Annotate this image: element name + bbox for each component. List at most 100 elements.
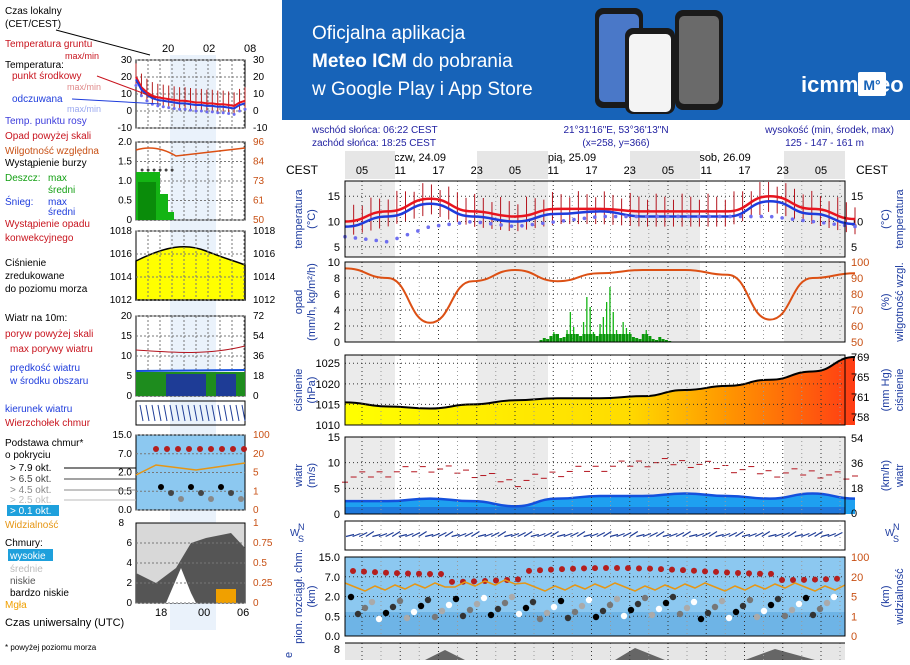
cb-cloud-base-dot <box>669 593 677 601</box>
cb-cloud-top-dot <box>350 568 356 574</box>
wdir-arrow <box>425 533 434 538</box>
press-tick-right: 769 <box>851 352 869 364</box>
cb-cloud-top-dot <box>537 567 543 574</box>
temp-dew-dot <box>457 221 462 225</box>
cb-cloud-top-dot <box>526 567 532 574</box>
legend-dew-dot <box>161 105 165 109</box>
legend-okt-0: > 7.9 okt. <box>10 463 51 474</box>
legend-wind-arrow <box>241 404 246 422</box>
cb-cloud-top-dot <box>834 575 840 582</box>
press-tick-right: 765 <box>851 372 869 384</box>
temp-dew-dot <box>676 214 680 219</box>
precip-rain-max-bar <box>606 302 608 342</box>
legend-dew-dot <box>238 109 242 113</box>
legend-tick-left: 2.0 <box>118 468 132 479</box>
legend-time-local-tick: 02 <box>203 43 215 55</box>
temp-dew-dot <box>488 221 493 226</box>
cb-cloud-base-dot <box>403 614 411 622</box>
wdir-arrow <box>391 530 401 538</box>
legend-time-local-tick: 20 <box>162 43 174 55</box>
legend-wind-arrow <box>223 404 228 422</box>
legend-storm-dot: ● <box>146 167 150 174</box>
legend-pointer <box>55 29 151 56</box>
temp-tick-right: 15 <box>851 191 863 203</box>
cb-panel-frame <box>344 556 846 637</box>
timeline-night-band <box>345 151 395 179</box>
legend-pressure-3: do poziomu morza <box>5 284 88 295</box>
info-coords: 21°31'16"E, 53°36'13"N <box>563 125 668 136</box>
cb-panel-label-right: widzialność <box>894 568 906 626</box>
precip-rain-avg-bar <box>565 334 569 342</box>
cb-cloud-top-dot <box>790 576 796 583</box>
cb-cloud-base-dot <box>830 593 838 601</box>
temp-dew-dot <box>540 221 545 226</box>
wdir-arrow <box>490 531 500 538</box>
cb-cloud-top-dot <box>493 577 499 584</box>
legend-tick-left: 0.5 <box>118 486 132 497</box>
timeline-tz-right: CEST <box>856 163 889 177</box>
timeline-hour: 05 <box>356 165 368 177</box>
cb-cloud-base-dot <box>781 612 789 620</box>
precip-rain-avg-bar <box>655 340 658 342</box>
precip-rain-avg-bar <box>569 334 573 342</box>
legend-dew-dot <box>243 107 247 111</box>
wdir-arrow <box>365 530 375 538</box>
cb-cloud-base-dot <box>620 612 628 620</box>
legend-rain-avg-label: średni <box>48 185 75 196</box>
wind-panel-label-right-unit: (km/h) <box>880 460 892 491</box>
temp-dew-dot <box>572 217 576 222</box>
press-panel-label-right-unit: (mm Hg) <box>880 369 892 412</box>
legend-wind-arrow <box>205 404 210 422</box>
precip-rain-avg-bar <box>631 337 635 342</box>
legend-tick-left: 7.0 <box>118 449 132 460</box>
info-sunset: zachód słońca: 18:25 CEST <box>312 138 436 149</box>
legend-wind-arrow <box>157 404 162 422</box>
cb-cloud-base-dot <box>501 599 509 607</box>
wdir-arrow <box>358 531 368 538</box>
legend-visibility-line <box>135 462 246 476</box>
wdir-compass-left: N <box>298 522 305 532</box>
precip-rain-avg-bar <box>608 334 612 342</box>
temp-dew-dot <box>717 214 722 219</box>
precip-rain-avg-bar <box>542 338 546 342</box>
precip-rain-max-bar <box>582 322 585 342</box>
precip-rain-avg-bar <box>546 339 550 342</box>
legend-pointer <box>96 75 157 99</box>
legend-cl-mid: średnie <box>10 564 43 575</box>
cb-cloud-base-dot <box>543 609 551 617</box>
legend-tick-left: 6 <box>126 538 132 549</box>
precip-panel-night <box>477 262 548 342</box>
wdir-arrow <box>477 533 487 538</box>
temp-dew-dot <box>416 229 420 233</box>
temp-tick-right: 5 <box>851 242 857 254</box>
press-panel-label-left-unit: (hPa) <box>306 377 318 404</box>
cb-cloud-top-dot <box>724 569 730 576</box>
temp-dew-dot <box>697 214 701 219</box>
cb-cloud-base-dot <box>655 605 663 613</box>
precip-rain-avg-bar <box>559 338 563 342</box>
wdir-arrow <box>781 531 790 538</box>
clouds-shape <box>425 648 815 660</box>
legend-rain-avg <box>138 182 156 220</box>
legend-conv-1: Wystąpienie opadu <box>5 219 90 230</box>
legend-okt-1: > 6.5 okt. <box>10 474 51 485</box>
legend-dew-dot <box>232 112 236 116</box>
legend-tick-left: 20 <box>121 311 133 322</box>
legend-cloud-base-1: Podstawa chmur* <box>5 438 83 449</box>
legend-tick-right: 30 <box>253 55 265 66</box>
legend-tick-right: 50 <box>253 215 265 226</box>
precip-tick-left: 4 <box>334 305 340 317</box>
cb-cloud-top-dot <box>548 566 554 573</box>
cb-cloud-top-dot <box>570 565 576 572</box>
legend-pressure-2: zredukowane <box>5 271 65 282</box>
legend-fog-bar <box>216 589 236 603</box>
legend-tick-right: 0 <box>253 598 259 609</box>
wdir-arrow <box>438 531 447 538</box>
temp-dew-dot <box>353 236 358 240</box>
precip-rain-max-bar <box>589 307 591 342</box>
legend-tick-right: 10 <box>253 89 265 100</box>
legend-tick-left: 15.0 <box>113 430 133 441</box>
legend-dew-dot <box>145 99 149 103</box>
legend-footnote: * powyżej poziomu morza <box>5 643 97 652</box>
legend-cloud-base-dot <box>238 496 244 502</box>
